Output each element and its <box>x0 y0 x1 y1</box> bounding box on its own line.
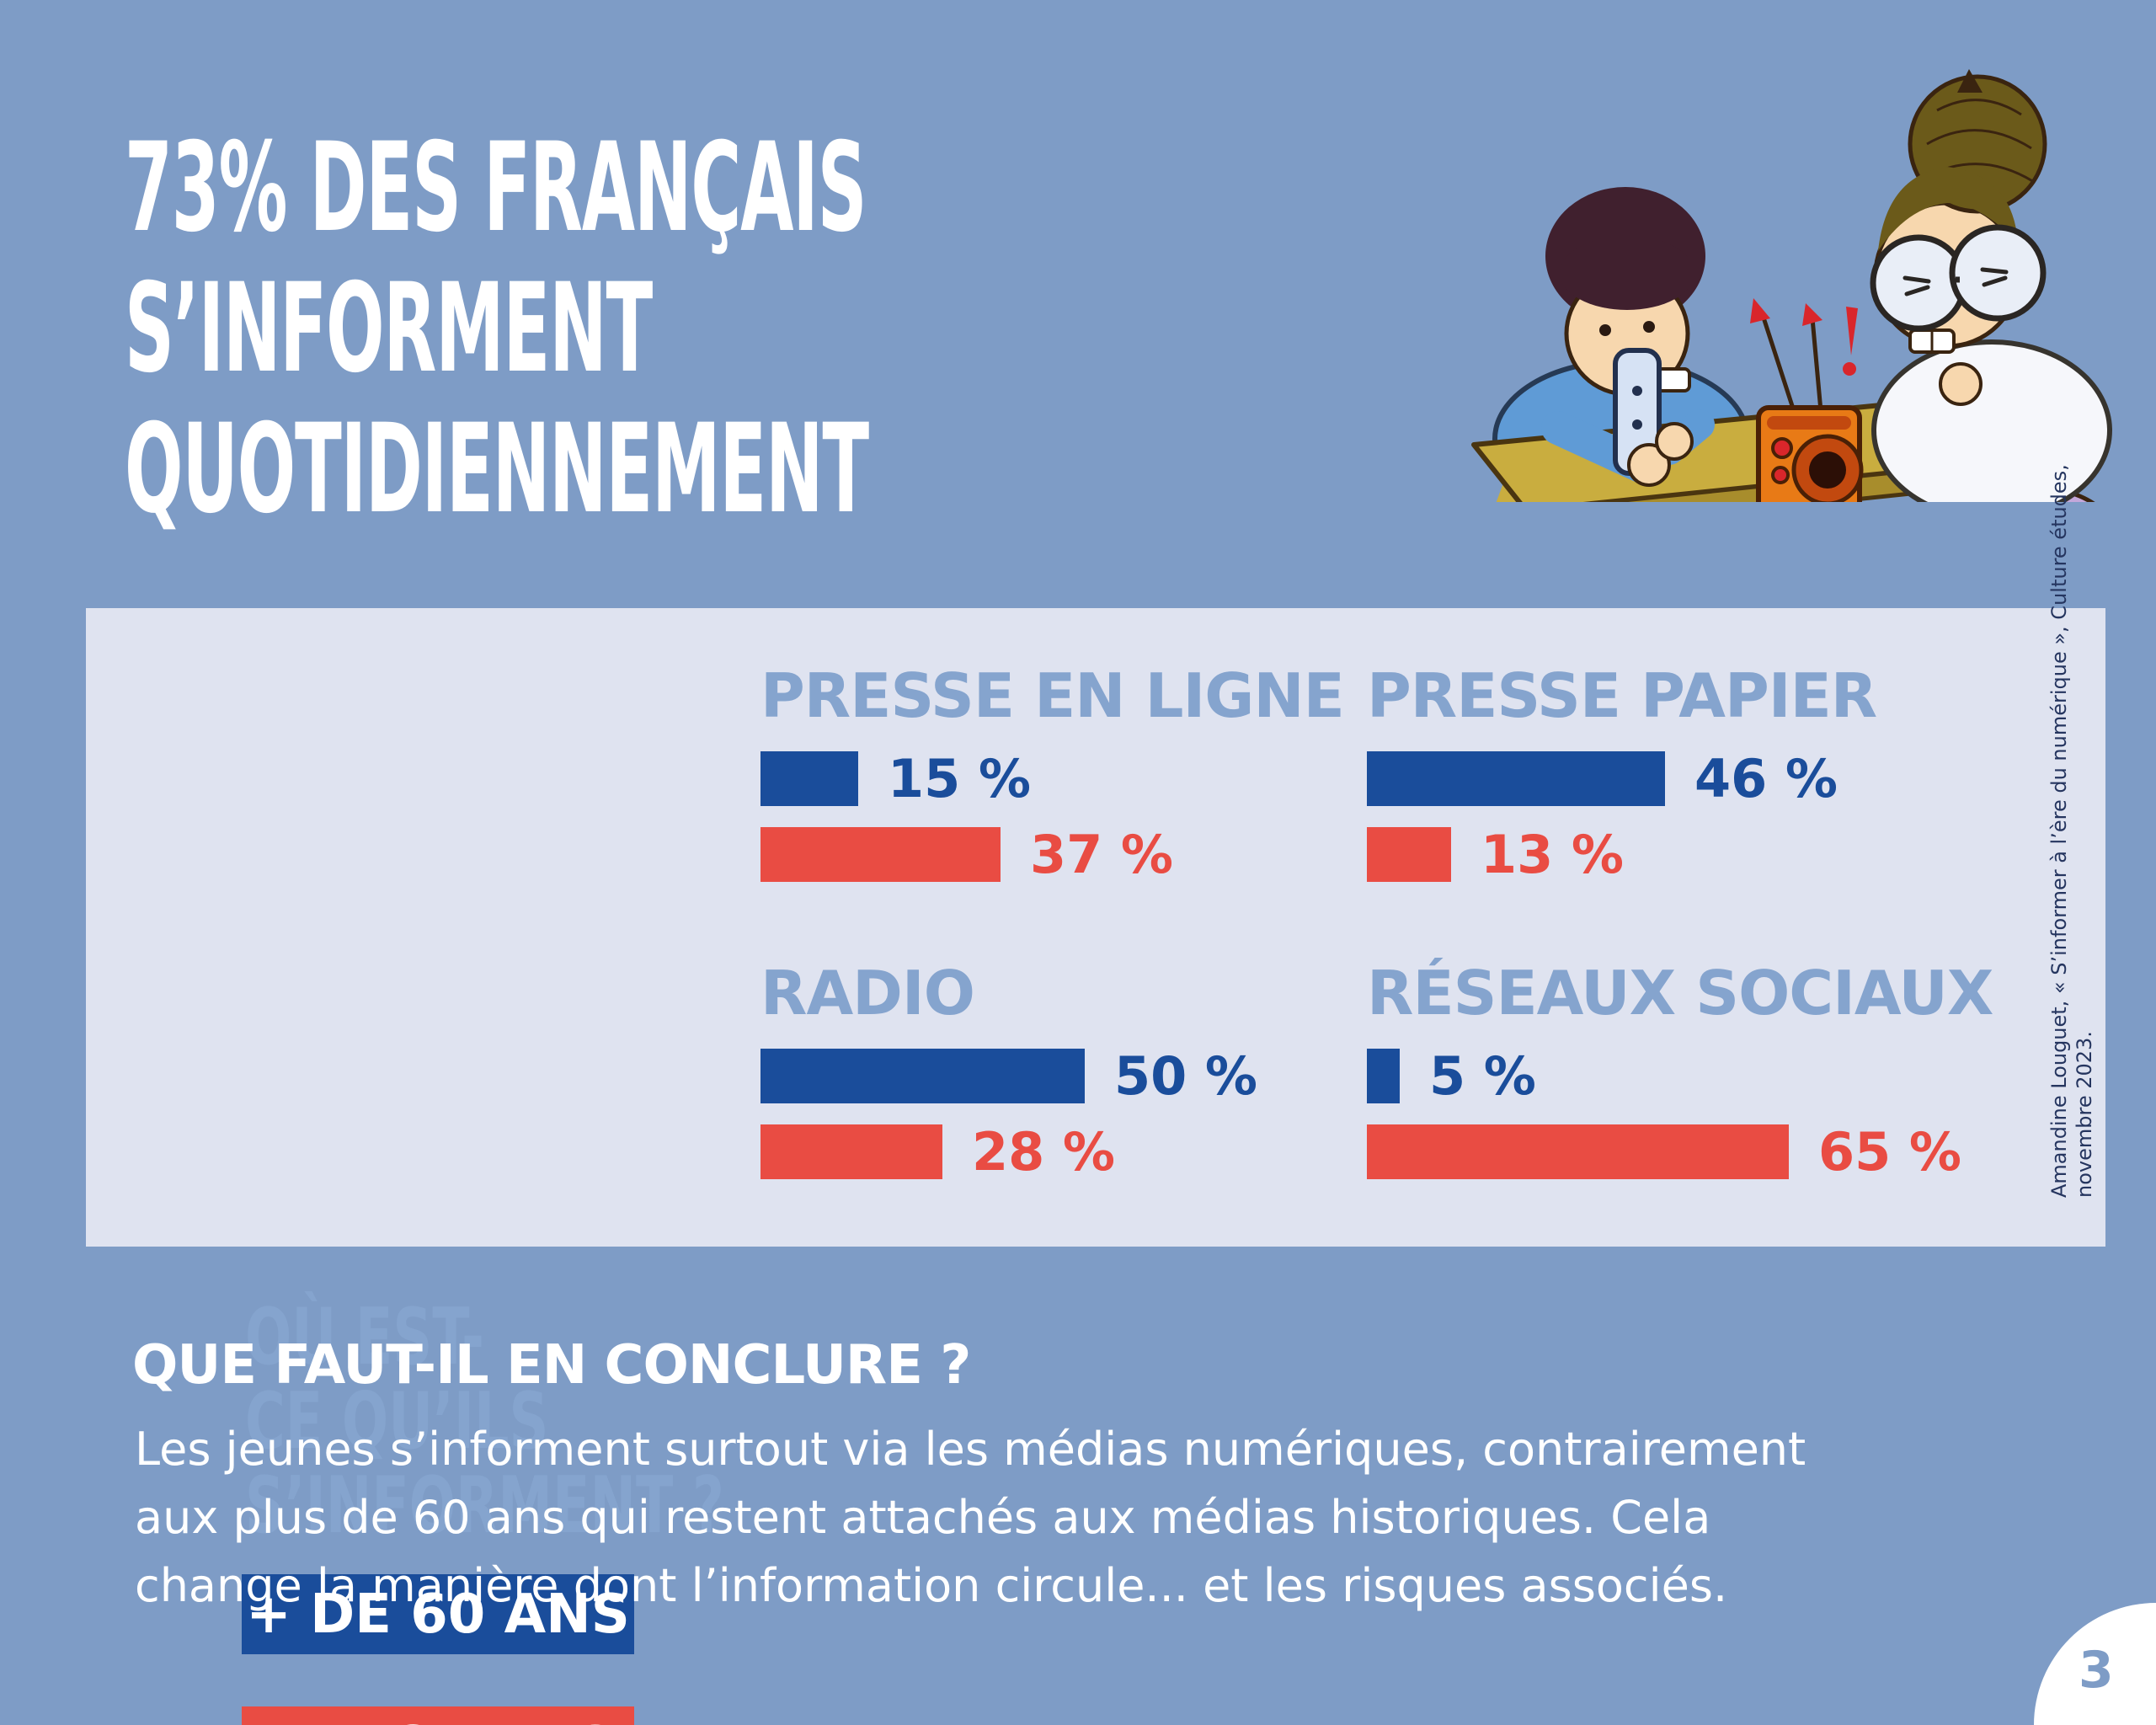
bar-15-24-presse-en-ligne <box>760 827 1001 882</box>
page-title-line-3: QUOTIDIENNEMENT <box>125 398 869 541</box>
source-citation: Amandine Louguet, « S’informer à l’ère d… <box>2047 464 2097 1198</box>
bar-over60-presse-papier <box>1367 751 1665 806</box>
people-with-phone-and-radio-illustration <box>1471 69 2112 502</box>
bar-value-label: 50 % <box>1114 1045 1257 1107</box>
bar-over60-presse-en-ligne <box>760 751 858 806</box>
bar-15-24-radio <box>760 1124 942 1179</box>
bar-row: 46 % <box>1367 748 2066 809</box>
bar-value-label: 46 % <box>1694 748 1838 809</box>
bar-over60-reseaux-sociaux <box>1367 1049 1400 1103</box>
bar-value-label: 37 % <box>1030 824 1173 885</box>
bar-row: 65 % <box>1367 1121 2066 1183</box>
bar-value-label: 13 % <box>1481 824 1624 885</box>
older-woman-figure <box>1870 69 2112 502</box>
chart-question-line-3: S’INFORMENT ? <box>245 1460 724 1551</box>
chart-question-heading: OÙ EST- CE QU’ILS S’INFORMENT ? <box>245 1295 724 1547</box>
legend-item-15-24: 15 - 24 ANS <box>242 1706 634 1725</box>
bar-15-24-presse-papier <box>1367 827 1451 882</box>
category-title-presse-papier: PRESSE PAPIER <box>1367 660 1877 731</box>
conclusion-line-1: Les jeunes s’informent surtout via les m… <box>135 1423 1806 1476</box>
conclusion-line-3: change la manière dont l’information cir… <box>135 1559 1728 1612</box>
bar-row: 13 % <box>1367 824 2066 885</box>
source-citation-line-2: novembre 2023. <box>2073 1031 2096 1198</box>
conclusion-paragraph: Les jeunes s’informent surtout via les m… <box>135 1415 1806 1620</box>
category-title-presse-en-ligne: PRESSE EN LIGNE <box>760 660 1345 731</box>
glasses-icon <box>1870 224 2047 332</box>
smartphone-icon <box>1541 348 1715 487</box>
bar-value-label: 28 % <box>972 1121 1115 1183</box>
page-title: 73% DES FRANÇAIS S’INFORMENT QUOTIDIENNE… <box>125 116 869 541</box>
bar-value-label: 65 % <box>1818 1121 1961 1183</box>
chart-question-line-2: CE QU’ILS <box>245 1375 549 1466</box>
chart-panel: OÙ EST- CE QU’ILS S’INFORMENT ? + DE 60 … <box>86 608 2105 1725</box>
source-citation-line-1: Amandine Louguet, « S’informer à l’ère d… <box>2047 464 2071 1198</box>
bar-row: 15 % <box>760 748 1460 809</box>
chart-group-presse-papier: PRESSE PAPIER 46 % 13 % <box>1367 660 2066 903</box>
page-title-line-2: S’INFORMENT <box>125 257 653 400</box>
chart-group-presse-en-ligne: PRESSE EN LIGNE 15 % 37 % <box>760 660 1460 903</box>
bar-over60-radio <box>760 1049 1085 1103</box>
page-title-line-1: 73% DES FRANÇAIS <box>125 116 867 259</box>
bar-row: 50 % <box>760 1045 1460 1107</box>
bar-row: 5 % <box>1367 1045 2066 1107</box>
legend-label-15-24: 15 - 24 ANS <box>261 1716 616 1725</box>
chart-group-reseaux-sociaux: RÉSEAUX SOCIAUX 5 % 65 % <box>1367 957 2066 1200</box>
conclusion-heading: QUE FAUT-IL EN CONCLURE ? <box>132 1334 971 1397</box>
bar-value-label: 15 % <box>888 748 1031 809</box>
legend-item-over-60: + DE 60 ANS <box>242 1574 634 1654</box>
bar-row: 28 % <box>760 1121 1460 1183</box>
category-title-reseaux-sociaux: RÉSEAUX SOCIAUX <box>1367 958 1993 1028</box>
chart-group-radio: RADIO 50 % 28 % <box>760 957 1460 1200</box>
legend-label-over-60: + DE 60 ANS <box>246 1583 630 1646</box>
bar-value-label: 5 % <box>1429 1045 1536 1107</box>
conclusion-line-2: aux plus de 60 ans qui restent attachés … <box>135 1491 1711 1544</box>
radio-icon <box>1750 298 1864 502</box>
bar-15-24-reseaux-sociaux <box>1367 1124 1789 1179</box>
bar-row: 37 % <box>760 824 1460 885</box>
chart-question-line-1: OÙ EST- <box>245 1291 485 1382</box>
page-number: 3 <box>2079 1641 2114 1700</box>
category-title-radio: RADIO <box>760 958 975 1028</box>
